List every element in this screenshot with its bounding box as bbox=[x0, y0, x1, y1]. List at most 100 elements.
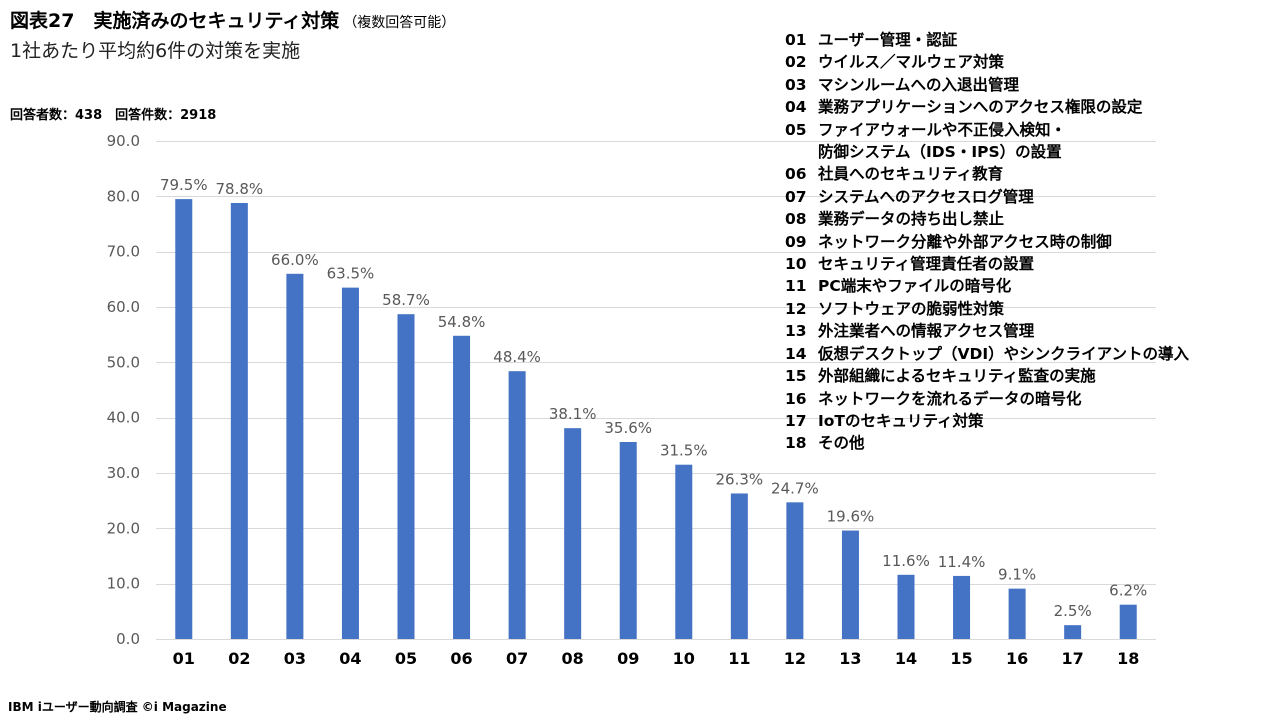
legend-label: 業務データの持ち出し禁止 bbox=[818, 210, 1005, 229]
x-tick-label: 03 bbox=[284, 649, 306, 668]
legend-code: 17 bbox=[785, 411, 807, 430]
bar bbox=[1064, 625, 1082, 639]
data-label: 31.5% bbox=[660, 442, 708, 460]
bar bbox=[397, 314, 415, 639]
legend-code: 15 bbox=[785, 367, 807, 386]
y-tick-label: 30.0 bbox=[107, 464, 140, 482]
legend-code: 16 bbox=[785, 389, 807, 408]
bar bbox=[841, 530, 859, 639]
legend-code: 14 bbox=[785, 344, 807, 363]
x-tick-label: 08 bbox=[562, 649, 584, 668]
x-tick-label: 16 bbox=[1006, 649, 1028, 668]
legend-label: 仮想デスクトップ（VDI）やシンクライアントの導入 bbox=[818, 344, 1190, 363]
x-tick-label: 17 bbox=[1062, 649, 1084, 668]
x-tick-label: 14 bbox=[895, 649, 917, 668]
legend-label: マシンルームへの入退出管理 bbox=[818, 75, 1020, 94]
x-axis-ticks: 01 02 03 04 05 06 07 08 09 10 11 12 13 14 15 16 17 18 bbox=[173, 649, 1140, 668]
bar bbox=[564, 428, 582, 639]
data-label: 63.5% bbox=[327, 265, 375, 283]
legend-item: 09 ネットワーク分離や外部アクセス時の制御 bbox=[785, 231, 1275, 253]
source-credit: IBM iユーザー動向調査 ©i Magazine bbox=[8, 700, 227, 714]
legend-item: 03 マシンルームへの入退出管理 bbox=[785, 74, 1275, 96]
bar bbox=[508, 371, 526, 639]
legend-code: 06 bbox=[785, 165, 807, 184]
legend-code: 02 bbox=[785, 53, 807, 72]
data-label: 2.5% bbox=[1054, 602, 1092, 620]
legend-item: 10 セキュリティ管理責任者の設置 bbox=[785, 253, 1275, 275]
legend-item: 15 外部組織によるセキュリティ監査の実施 bbox=[785, 365, 1275, 387]
bar bbox=[341, 287, 359, 639]
bar bbox=[675, 464, 693, 639]
title-note: （複数回答可能） bbox=[343, 15, 456, 31]
y-tick-label: 80.0 bbox=[107, 187, 140, 205]
legend-item: 06 社員へのセキュリティ教育 bbox=[785, 163, 1275, 185]
legend-code: 18 bbox=[785, 434, 807, 453]
data-label: 11.6% bbox=[882, 552, 930, 570]
legend-item: 18 その他 bbox=[785, 432, 1275, 454]
chart-title-line: 図表27 実施済みのセキュリティ対策 （複数回答可能） bbox=[10, 6, 455, 33]
legend-item: 12 ソフトウェアの脆弱性対策 bbox=[785, 298, 1275, 320]
data-label: 6.2% bbox=[1109, 582, 1147, 600]
bar bbox=[730, 493, 748, 639]
legend-item: 04 業務アプリケーションへのアクセス権限の設定 bbox=[785, 96, 1275, 118]
x-tick-label: 01 bbox=[173, 649, 195, 668]
y-tick-label: 40.0 bbox=[107, 409, 140, 427]
bar bbox=[1119, 604, 1137, 639]
legend-item: 16 ネットワークを流れるデータの暗号化 bbox=[785, 388, 1275, 410]
data-label: 9.1% bbox=[998, 566, 1036, 584]
chart-title: 図表27 実施済みのセキュリティ対策 bbox=[10, 10, 340, 32]
legend-code: 11 bbox=[785, 277, 807, 296]
legend-code: 08 bbox=[785, 210, 807, 229]
legend-label: PC端末やファイルの暗号化 bbox=[818, 277, 1012, 296]
y-tick-label: 70.0 bbox=[107, 243, 140, 261]
legend-label: ネットワークを流れるデータの暗号化 bbox=[818, 389, 1082, 408]
data-label: 26.3% bbox=[716, 470, 764, 488]
bar bbox=[286, 273, 304, 639]
legend-item: 11 PC端末やファイルの暗号化 bbox=[785, 275, 1275, 297]
x-tick-label: 18 bbox=[1117, 649, 1139, 668]
legend-code: 10 bbox=[785, 255, 807, 274]
gridlines bbox=[156, 141, 1156, 640]
bar bbox=[1008, 588, 1026, 639]
bar bbox=[619, 442, 637, 639]
legend-label: システムへのアクセスログ管理 bbox=[818, 187, 1034, 206]
x-tick-label: 11 bbox=[728, 649, 750, 668]
legend-label: ネットワーク分離や外部アクセス時の制御 bbox=[818, 232, 1112, 251]
legend-code: 04 bbox=[785, 98, 807, 117]
legend-label: 社員へのセキュリティ教育 bbox=[818, 165, 1004, 184]
data-label: 78.8% bbox=[216, 180, 264, 198]
x-tick-label: 15 bbox=[950, 649, 972, 668]
data-label: 79.5% bbox=[160, 176, 208, 194]
data-label: 38.1% bbox=[549, 405, 597, 423]
y-tick-label: 90.0 bbox=[107, 132, 140, 150]
x-tick-label: 12 bbox=[784, 649, 806, 668]
legend-item: 02 ウイルス／マルウェア対策 bbox=[785, 51, 1275, 73]
legend-label: ソフトウェアの脆弱性対策 bbox=[818, 299, 1005, 318]
legend-item: 01 ユーザー管理・認証 bbox=[785, 29, 1275, 51]
legend-label: 業務アプリケーションへのアクセス権限の設定 bbox=[818, 98, 1143, 117]
legend-label: 外部組織によるセキュリティ監査の実施 bbox=[818, 367, 1096, 386]
legend-label: 外注業者への情報アクセス管理 bbox=[818, 322, 1035, 341]
respondent-stats: 回答者数：438 回答件数：2918 bbox=[10, 108, 217, 123]
x-tick-label: 09 bbox=[617, 649, 639, 668]
legend-item: 17 IoTのセキュリティ対策 bbox=[785, 410, 1275, 432]
legend-label: セキュリティ管理責任者の設置 bbox=[818, 255, 1035, 274]
legend-code: 03 bbox=[785, 75, 807, 94]
y-tick-label: 60.0 bbox=[107, 298, 140, 316]
legend-code: 12 bbox=[785, 299, 807, 318]
bar bbox=[897, 574, 915, 639]
data-label: 58.7% bbox=[382, 291, 430, 309]
legend-label: ファイアウォールや不正侵入検知・ 防御システム（IDS・IPS）の設置 bbox=[818, 120, 1067, 162]
x-tick-label: 04 bbox=[339, 649, 361, 668]
bar bbox=[953, 575, 971, 639]
bar bbox=[786, 502, 804, 639]
data-label: 35.6% bbox=[604, 419, 652, 437]
bar bbox=[453, 335, 471, 639]
legend-label: その他 bbox=[818, 434, 865, 453]
bar bbox=[230, 202, 248, 639]
data-label: 66.0% bbox=[271, 251, 319, 269]
data-label: 54.8% bbox=[438, 313, 486, 331]
x-tick-label: 13 bbox=[839, 649, 861, 668]
data-labels: 79.5% 78.8% 66.0% 63.5% 58.7% 54.8% 48.4% 38.1%… bbox=[160, 176, 1147, 620]
